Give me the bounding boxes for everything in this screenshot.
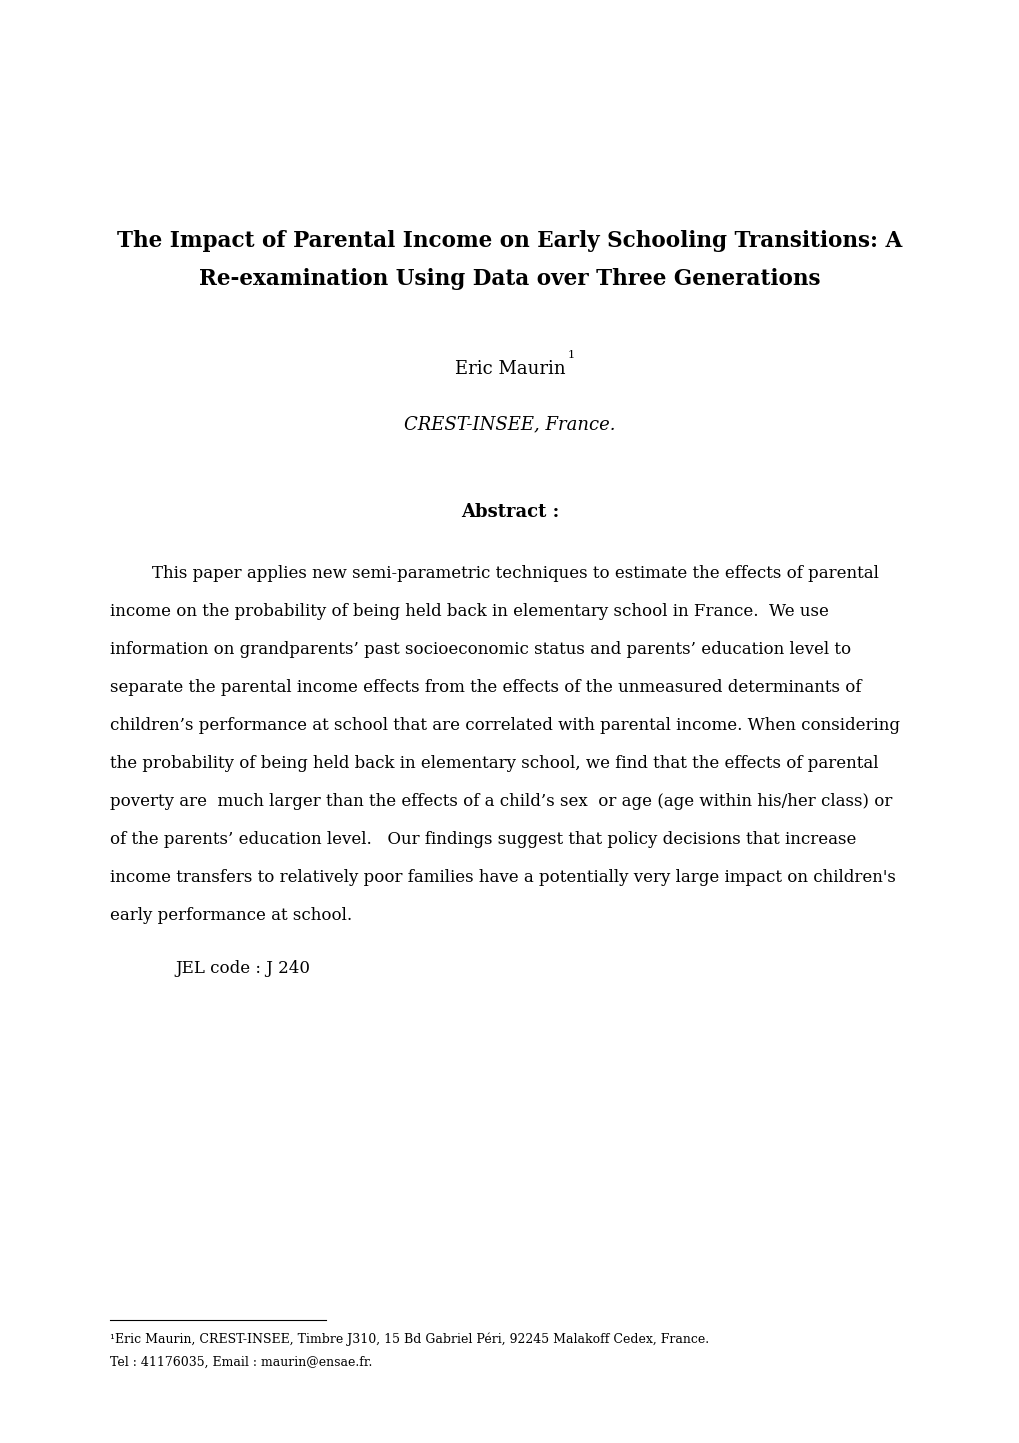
Text: The Impact of Parental Income on Early Schooling Transitions: A: The Impact of Parental Income on Early S… <box>117 229 902 253</box>
Text: Abstract :: Abstract : <box>461 504 558 521</box>
Text: poverty are  much larger than the effects of a child’s sex  or age (age within h: poverty are much larger than the effects… <box>110 794 892 810</box>
Text: of the parents’ education level.   Our findings suggest that policy decisions th: of the parents’ education level. Our fin… <box>110 831 856 848</box>
Text: 1: 1 <box>568 351 575 359</box>
Text: JEL code : J 240: JEL code : J 240 <box>175 960 310 977</box>
Text: ¹Eric Maurin, CREST-INSEE, Timbre J310, 15 Bd Gabriel Péri, 92245 Malakoff Cedex: ¹Eric Maurin, CREST-INSEE, Timbre J310, … <box>110 1333 708 1346</box>
Text: This paper applies new semi-parametric techniques to estimate the effects of par: This paper applies new semi-parametric t… <box>110 566 878 582</box>
Text: Tel : 41176035, Email : maurin@ensae.fr.: Tel : 41176035, Email : maurin@ensae.fr. <box>110 1356 372 1369</box>
Text: Re-examination Using Data over Three Generations: Re-examination Using Data over Three Gen… <box>199 268 820 290</box>
Text: children’s performance at school that are correlated with parental income. When : children’s performance at school that ar… <box>110 717 900 734</box>
Text: Eric Maurin: Eric Maurin <box>454 359 565 378</box>
Text: income transfers to relatively poor families have a potentially very large impac: income transfers to relatively poor fami… <box>110 869 895 886</box>
Text: information on grandparents’ past socioeconomic status and parents’ education le: information on grandparents’ past socioe… <box>110 641 851 658</box>
Text: income on the probability of being held back in elementary school in France.  We: income on the probability of being held … <box>110 603 828 620</box>
Text: the probability of being held back in elementary school, we find that the effect: the probability of being held back in el… <box>110 755 877 772</box>
Text: early performance at school.: early performance at school. <box>110 908 352 924</box>
Text: CREST-INSEE, France.: CREST-INSEE, France. <box>404 416 615 433</box>
Text: separate the parental income effects from the effects of the unmeasured determin: separate the parental income effects fro… <box>110 680 861 696</box>
